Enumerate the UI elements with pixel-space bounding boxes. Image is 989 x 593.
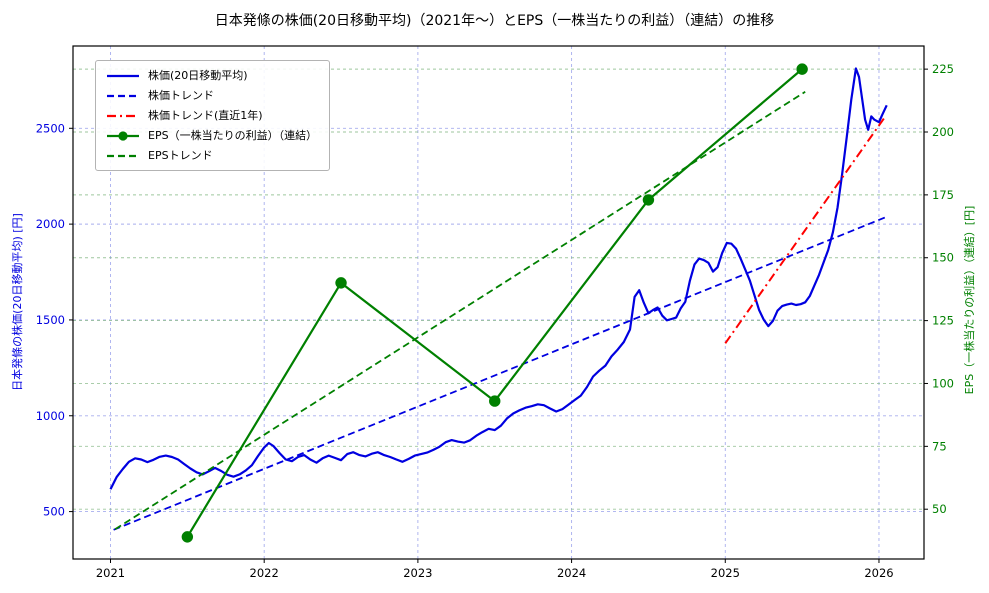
eps-marker [642, 194, 655, 206]
chart-title: 日本発條の株価(20日移動平均)（2021年～）とEPS（一株当たりの利益）（連… [214, 13, 775, 29]
eps-tick-label: 50 [932, 502, 947, 516]
price-tick-label: 2500 [36, 121, 65, 135]
legend-marker-dot [118, 130, 128, 141]
legend-item-label: 株価(20日移動平均) [148, 69, 248, 82]
price-trend-1y-line [724, 116, 886, 344]
x-tick-label: 2026 [864, 566, 893, 580]
price-ma-line [109, 67, 888, 490]
eps-marker [181, 531, 194, 543]
x-tick-label: 2025 [711, 566, 740, 580]
eps-marker [489, 395, 501, 407]
price-tick-label: 1000 [36, 409, 65, 423]
eps-marker [335, 277, 347, 289]
eps-trend-line [114, 91, 806, 531]
legend-swatch [107, 130, 139, 141]
eps-tick-label: 200 [932, 125, 954, 139]
legend-swatch [107, 154, 139, 157]
legend-swatch [107, 114, 139, 117]
legend-item-label: 株価トレンド(直近1年) [148, 109, 263, 122]
legend-swatch [107, 74, 139, 77]
legend-item: EPSトレンド [106, 148, 317, 163]
eps-tick-label: 100 [932, 376, 954, 390]
x-tick-label: 2024 [557, 566, 586, 580]
price-tick-label: 1500 [36, 313, 65, 327]
legend-item: EPS（一株当たりの利益）（連結） [106, 128, 317, 143]
eps-tick-label: 175 [932, 188, 954, 202]
legend-item: 株価(20日移動平均) [106, 68, 317, 83]
eps-tick-label: 225 [932, 62, 954, 76]
x-tick-label: 2022 [250, 566, 279, 580]
legend-item-label: 株価トレンド [148, 89, 214, 102]
eps-marker [796, 63, 808, 75]
legend-item-label: EPS（一株当たりの利益）（連結） [148, 129, 318, 142]
x-tick-label: 2021 [96, 566, 125, 580]
price-tick-label: 2000 [36, 217, 65, 231]
legend: 株価(20日移動平均) 株価トレンド株価トレンド(直近1年) EPS（一株当たりの利… [95, 60, 331, 171]
plot-border [72, 45, 925, 560]
legend-item-label: EPSトレンド [148, 149, 213, 162]
eps-tick-label: 125 [932, 314, 954, 328]
price-trend-line [113, 216, 886, 531]
eps-tick-label: 150 [932, 251, 954, 265]
price-tick-label: 500 [43, 505, 65, 519]
legend-item: 株価トレンド [106, 88, 317, 103]
legend-item: 株価トレンド(直近1年) [106, 108, 317, 123]
x-tick-label: 2023 [403, 566, 432, 580]
legend-swatch [107, 94, 139, 97]
eps-tick-label: 75 [932, 439, 947, 453]
